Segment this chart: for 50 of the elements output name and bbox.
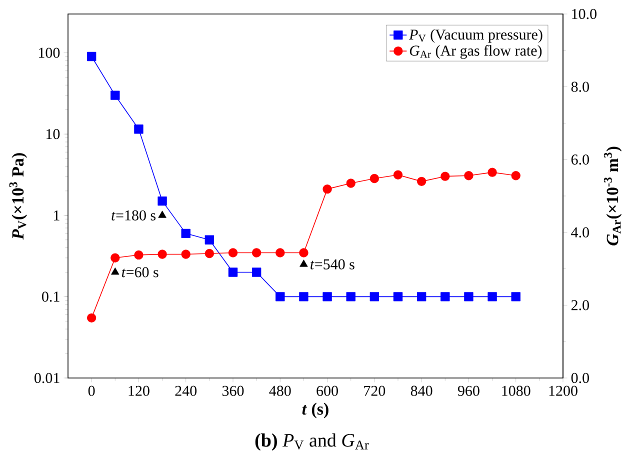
point (158, 196, 167, 206)
x-tick-label: 0 (88, 386, 95, 396)
point (86, 52, 96, 62)
x-tick-label: 1200 (549, 386, 578, 396)
point (346, 292, 356, 302)
point (416, 292, 426, 302)
annotation: t=60 s (122, 267, 158, 278)
y2-tick-label: 10.0 (572, 8, 596, 20)
point (464, 292, 474, 302)
x-tick-label: 480 (269, 386, 291, 396)
point (370, 292, 380, 302)
y2-tick-label: 2.0 (571, 300, 589, 310)
y-tick-label: 0.1 (42, 292, 60, 302)
x-tick-label: 600 (316, 386, 338, 396)
annotation: t=180 s (112, 210, 156, 220)
y2-axis-title: G$_{Ar}$(×10$^{-3}$ m$^{3}$) (604, 146, 622, 246)
point (110, 90, 120, 100)
y2-tick-label: 0.0 (571, 372, 589, 384)
point (322, 292, 332, 302)
point (181, 228, 190, 238)
y-tick-label: 10 (46, 129, 60, 140)
annotation: t=540 s (310, 259, 354, 270)
x-tick-label: 360 (222, 386, 244, 396)
x-axis-title: t (s) (302, 402, 328, 418)
point (276, 292, 285, 302)
x-tick-label: 720 (364, 386, 386, 396)
y-axis-title: P$_{V}$(×10$^{3}$ Pa) (9, 153, 28, 240)
text: (b) P$_{V}$ and G$_{Ar}$ (255, 433, 369, 451)
point (134, 124, 144, 134)
y2-tick-label: 6.0 (571, 154, 589, 165)
y2-tick-label: 4.0 (571, 227, 589, 238)
point (228, 268, 238, 277)
x-tick-label: 960 (458, 386, 480, 396)
point (488, 292, 497, 302)
y-tick-label: 0.01 (34, 372, 60, 384)
point (252, 268, 262, 277)
x-tick-label: 120 (128, 386, 150, 396)
legend-label: P$_{V}$ (Vacuum pressure) (409, 29, 542, 43)
y2-tick-label: 8.0 (571, 82, 589, 92)
point (299, 292, 308, 302)
y-tick-label: 1 (54, 210, 60, 220)
point (393, 292, 403, 302)
y-tick-label: 100 (39, 48, 60, 58)
point (204, 235, 214, 244)
x-tick-label: 240 (175, 386, 197, 396)
point (440, 292, 450, 302)
x-tick-label: 1080 (502, 386, 530, 396)
x-tick-label: 840 (410, 386, 432, 396)
legend-label: G$_{Ar}$ (Ar gas flow rate) (410, 45, 542, 59)
point (511, 292, 520, 302)
